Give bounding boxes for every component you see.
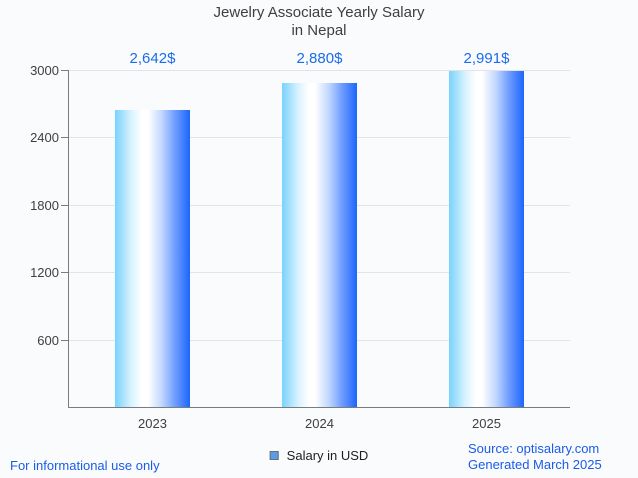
y-tick [61, 137, 69, 139]
bar-2023[interactable] [115, 110, 190, 407]
source-line[interactable]: Source: optisalary.com [468, 441, 600, 456]
legend[interactable]: Salary in USD [269, 448, 369, 463]
y-axis-label: 600 [37, 332, 59, 348]
x-axis-label: 2024 [305, 416, 334, 431]
y-gridline [69, 70, 570, 71]
generated-line: Generated March 2025 [468, 457, 602, 472]
y-tick [61, 339, 69, 341]
y-axis-label: 2400 [30, 130, 59, 146]
bar-value-label: 2,880$ [296, 50, 343, 67]
y-axis-label: 1200 [30, 265, 59, 281]
chart-title-line2: in Nepal [291, 22, 347, 39]
bar-value-label: 2,642$ [129, 50, 176, 67]
disclaimer-text: For informational use only [10, 458, 160, 473]
y-tick [61, 204, 69, 206]
y-tick [61, 272, 69, 274]
legend-swatch-icon [269, 451, 279, 460]
chart-title-line1: Jewelry Associate Yearly Salary [213, 4, 425, 21]
y-axis-label: 1800 [30, 197, 59, 213]
y-tick [61, 70, 69, 71]
x-axis-label: 2025 [472, 416, 501, 431]
legend-label: Salary in USD [286, 448, 369, 463]
y-axis-label: 3000 [30, 63, 59, 78]
source-block: Source: optisalary.com Generated March 2… [468, 441, 602, 473]
plot-area: 600 1200 1800 2400 3000 2,642$ 2023 2,880$ 2024 2… [30, 50, 570, 431]
bar-2024[interactable] [282, 83, 357, 407]
x-axis-label: 2023 [138, 416, 167, 431]
chart-title: Jewelry Associate Yearly Salary in Nepal [0, 4, 638, 40]
bar-value-label: 2,991$ [463, 50, 510, 67]
bar-2025[interactable] [449, 71, 524, 407]
